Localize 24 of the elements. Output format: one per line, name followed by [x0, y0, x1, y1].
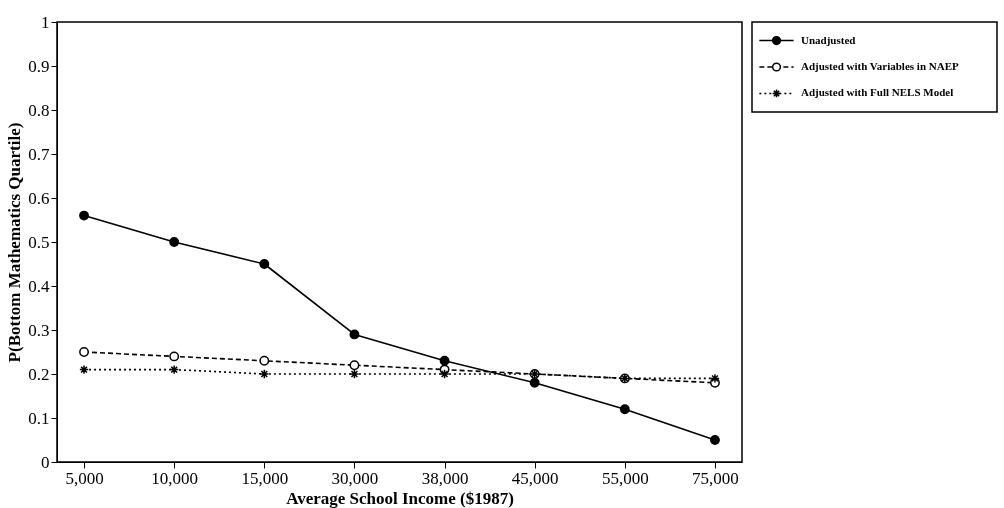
x-tick-label: 75,000: [692, 468, 739, 488]
y-axis-title: P(Bottom Mathematics Quartile): [5, 122, 25, 363]
y-tick-label: 0.8: [28, 100, 50, 120]
y-tick-label: 0.1: [28, 408, 50, 428]
y-tick-label: 0.7: [28, 144, 50, 164]
y-tick-label: 0.9: [28, 56, 50, 76]
y-tick-label: 1: [41, 12, 50, 32]
legend-label: Unadjusted: [801, 33, 856, 46]
y-tick-label: 0.2: [28, 364, 50, 384]
x-tick-label: 15,000: [241, 468, 289, 488]
legend-label: Adjusted with Full NELS Model: [801, 86, 954, 99]
y-tick-label: 0.6: [28, 188, 50, 208]
y-tick-label: 0.4: [28, 276, 50, 296]
x-tick-label: 10,000: [151, 468, 199, 488]
y-tick-label: 0: [41, 452, 50, 472]
x-tick-label: 30,000: [331, 468, 379, 488]
legend-label: Adjusted with Variables in NAEP: [801, 60, 959, 72]
y-tick-label: 0.5: [28, 232, 50, 252]
x-tick-label: 45,000: [511, 468, 559, 488]
x-tick-label: 55,000: [601, 468, 649, 488]
x-tick-label: 5,000: [65, 468, 104, 488]
x-tick-label: 38,000: [421, 468, 469, 488]
y-tick-label: 0.3: [28, 320, 50, 340]
x-axis-title: Average School Income ($1987): [286, 488, 514, 508]
